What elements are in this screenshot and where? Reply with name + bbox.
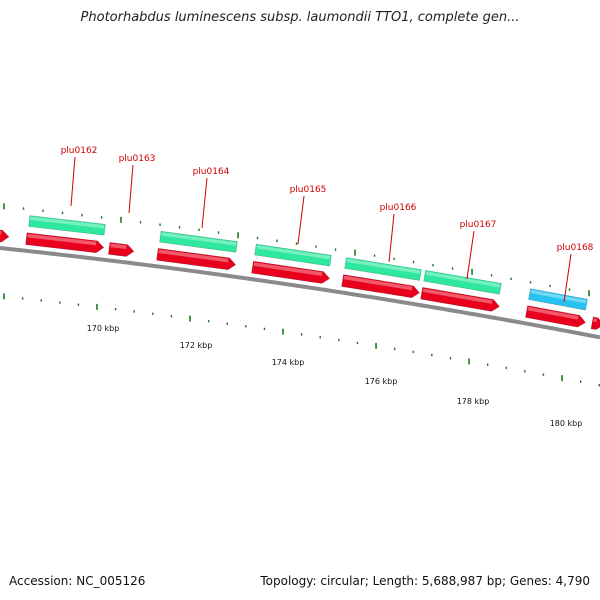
- gene-feature-0-highlight: [30, 216, 105, 229]
- gene-cds-1[interactable]: [108, 242, 135, 257]
- gene-label-plu0167[interactable]: plu0167: [460, 220, 497, 230]
- gene-cds-1-highlight: [110, 243, 127, 250]
- gene-feature-6-highlight: [530, 289, 587, 304]
- gene-cds-2-shape: [156, 248, 237, 271]
- gene-cds-4-highlight: [343, 275, 413, 291]
- gene-cds-6[interactable]: [525, 305, 586, 329]
- gene-feature-2[interactable]: [159, 230, 238, 253]
- gene-cds-4-shape: [341, 274, 420, 299]
- genome-backbone: [0, 246, 600, 340]
- gene-feature-2-shape: [159, 230, 238, 253]
- gene-leader-line-2: [201, 177, 208, 229]
- gene-partial-left[interactable]: [0, 227, 10, 243]
- gene-label-plu0164[interactable]: plu0164: [193, 167, 230, 177]
- gene-feature-6-shape: [528, 288, 588, 311]
- gene-label-plu0163[interactable]: plu0163: [119, 154, 156, 164]
- gene-cds-0-highlight: [27, 233, 97, 246]
- gene-cds-5-shape: [420, 286, 500, 312]
- gene-label-plu0168[interactable]: plu0168: [557, 243, 594, 253]
- gene-cds-5[interactable]: [420, 286, 501, 312]
- gene-label-plu0166[interactable]: plu0166: [380, 203, 417, 213]
- gene-cds-6-highlight: [527, 306, 579, 320]
- gene-feature-4-highlight: [346, 258, 421, 274]
- gene-leader-line-4: [388, 213, 395, 263]
- gene-cds-1-shape: [108, 242, 135, 257]
- gene-cds-6-shape: [525, 305, 586, 328]
- gene-feature-3-shape: [254, 243, 332, 267]
- scale-label-1: 172 kbp: [180, 341, 213, 350]
- gene-cds-2[interactable]: [156, 248, 237, 271]
- gene-leader-line-0: [70, 156, 76, 207]
- scale-label-3: 176 kbp: [365, 377, 398, 386]
- gene-feature-2-highlight: [161, 232, 237, 246]
- scale-label-2: 174 kbp: [272, 358, 305, 367]
- gene-feature-0-shape: [28, 215, 106, 236]
- map-title: Photorhabdus luminescens subsp. laumondi…: [80, 10, 520, 25]
- gene-feature-5-shape: [423, 269, 502, 295]
- gene-cds-0[interactable]: [25, 232, 105, 254]
- gene-feature-5[interactable]: [423, 269, 502, 295]
- gene-partial-left-shape: [0, 227, 10, 243]
- gene-feature-0[interactable]: [28, 215, 106, 236]
- gene-leader-line-5: [466, 230, 475, 280]
- gene-feature-3[interactable]: [254, 243, 332, 267]
- gene-cds-3-highlight: [253, 262, 323, 276]
- scale-label-5: 180 kbp: [550, 419, 583, 428]
- gene-cds-3-shape: [251, 260, 331, 284]
- gene-label-plu0162[interactable]: plu0162: [61, 146, 98, 156]
- gene-partial-right-highlight: [593, 318, 597, 323]
- gene-cds-4[interactable]: [341, 274, 421, 299]
- gene-cds-2-highlight: [158, 249, 229, 263]
- scale-label-0: 170 kbp: [87, 324, 120, 333]
- gene-feature-4-shape: [344, 257, 422, 281]
- gene-feature-3-highlight: [256, 245, 331, 260]
- gene-leader-line-6: [563, 253, 572, 303]
- gene-feature-5-highlight: [425, 271, 501, 288]
- gene-cds-3[interactable]: [251, 260, 331, 284]
- gene-label-plu0165[interactable]: plu0165: [290, 185, 327, 195]
- scale-label-4: 178 kbp: [457, 397, 490, 406]
- gene-partial-right[interactable]: [590, 316, 600, 331]
- gene-cds-0-shape: [25, 232, 105, 254]
- gene-leader-line-1: [128, 164, 134, 214]
- gene-cds-5-highlight: [422, 288, 493, 304]
- genome-stats-text: Topology: circular; Length: 5,688,987 bp…: [260, 574, 590, 588]
- accession-text: Accession: NC_005126: [9, 574, 146, 588]
- gene-feature-6[interactable]: [528, 288, 588, 311]
- gene-leader-line-3: [297, 195, 305, 245]
- gene-feature-4[interactable]: [344, 257, 422, 281]
